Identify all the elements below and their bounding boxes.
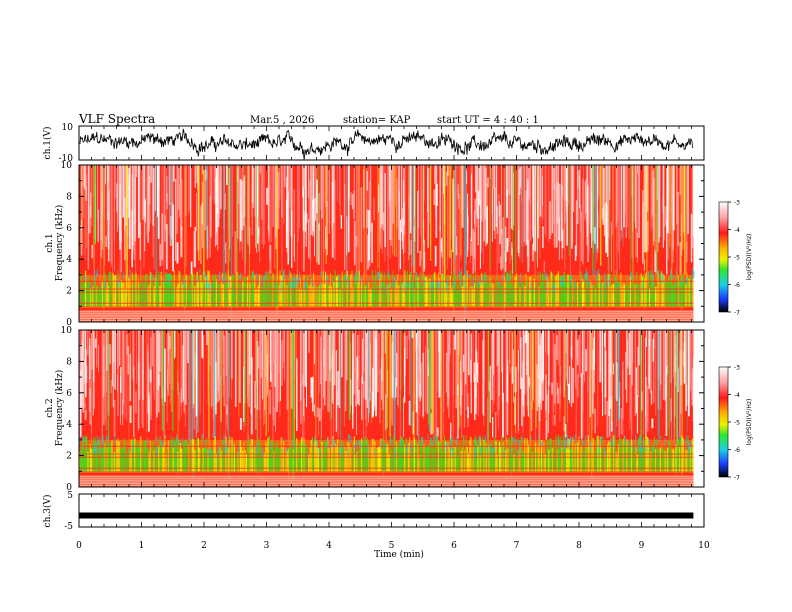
freq-tick-label: 6 (66, 389, 72, 399)
figure-start-ut: start UT = 4 : 40 : 1 (437, 115, 539, 126)
ch1-ytick-bottom: -10 (59, 154, 74, 164)
x-tick-label: 10 (698, 541, 710, 551)
ch1-waveform-trace (79, 127, 694, 160)
colorbar-tick-label: -4 (734, 392, 740, 399)
x-tick-label: 7 (514, 541, 520, 551)
ch3-waveform-trace (79, 512, 694, 519)
ch2-spectrogram-yticks: 0 2 4 6 8 10 (61, 326, 704, 493)
x-tick-label: 5 (389, 541, 395, 551)
freq-tick-label: 0 (66, 483, 72, 493)
ch1-spectrogram-yticks: 0 2 4 6 8 10 (61, 161, 704, 328)
freq-tick-label: 4 (66, 255, 72, 265)
freq-tick-label: 4 (66, 420, 72, 430)
ch2-spectrogram-ylabel-freq: Frequency (kHz) (54, 370, 65, 447)
ch1-spectrogram-ylabel-freq: Frequency (kHz) (54, 205, 65, 282)
freq-tick-label: 10 (61, 326, 73, 336)
colorbar-tick-label: -3 (734, 200, 740, 207)
freq-tick-label: 2 (66, 287, 72, 297)
freq-tick-label: 0 (66, 318, 72, 328)
ch1-ylabel: ch.1(V) (42, 127, 53, 160)
ch2-spectrogram-image (79, 330, 704, 487)
x-tick-label: 6 (451, 541, 457, 551)
ch3-ylabel: ch.3(V) (42, 495, 53, 528)
colorbar-tick-label: -7 (734, 310, 740, 317)
ch3-ytick-bottom: -5 (64, 522, 73, 532)
colorbar-tick-label: -6 (734, 447, 740, 454)
ch1-ytick-top: 10 (62, 123, 74, 133)
ch1-colorbar (718, 201, 729, 313)
colorbar-tick-label: -3 (734, 365, 740, 372)
x-tick-label: 9 (639, 541, 645, 551)
freq-tick-label: 6 (66, 224, 72, 234)
colorbar-tick-label: -5 (734, 420, 740, 427)
freq-tick-label: 10 (61, 161, 73, 171)
figure-station: station= KAP (343, 115, 411, 126)
figure-date: Mar.5 , 2026 (250, 115, 314, 126)
ch2-spectrogram-ylabel-ch: ch.2 (45, 398, 55, 417)
x-tick-label: 2 (201, 541, 207, 551)
figure-title: VLF Spectra (78, 112, 155, 126)
x-tick-label: 4 (326, 541, 332, 551)
ch2-colorbar-label: log(PSD)(V²/Hz) (746, 399, 753, 446)
colorbar-tick-label: -7 (734, 475, 740, 482)
x-axis-label: Time (min) (374, 549, 424, 560)
colorbar-tick-label: -5 (734, 255, 740, 262)
x-tick-label: 0 (76, 541, 82, 551)
ch3-ytick-top: 5 (67, 491, 73, 501)
x-tick-label: 1 (139, 541, 145, 551)
colorbar-tick-label: -6 (734, 282, 740, 289)
ch2-colorbar (718, 366, 729, 478)
freq-tick-label: 8 (66, 357, 72, 367)
ch1-spectrogram-ylabel-ch: ch.1 (45, 233, 55, 252)
ch1-colorbar-label: log(PSD)(V²/Hz) (746, 234, 753, 281)
freq-tick-label: 2 (66, 452, 72, 462)
ch2-colorbar-ticks: -3 -4 -5 -6 -7 (728, 365, 740, 482)
freq-tick-label: 8 (66, 192, 72, 202)
x-axis-ticks: 0 1 2 3 4 5 6 7 8 9 10 (76, 126, 710, 551)
colorbar-tick-label: -4 (734, 227, 740, 234)
x-tick-label: 3 (264, 541, 270, 551)
ch1-colorbar-ticks: -3 -4 -5 -6 -7 (728, 200, 740, 317)
x-tick-label: 8 (576, 541, 582, 551)
ch1-waveform-panel: 10 -10 ch.1(V) (42, 123, 705, 164)
ch1-spectrogram-image (79, 165, 704, 322)
